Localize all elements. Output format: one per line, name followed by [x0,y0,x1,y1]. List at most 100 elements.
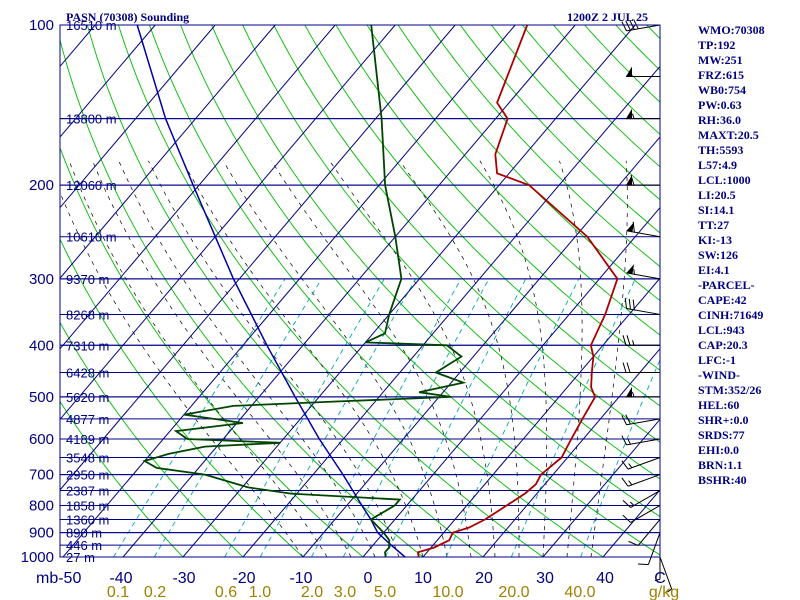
temperature-label: -40 [109,570,132,587]
mixing-ratio-label: 5.0 [374,584,396,600]
index-item: -WIND- [698,368,740,382]
wind-barb [626,108,660,120]
pressure-label: 600 [29,431,54,448]
height-label: 4877 m [66,412,109,427]
index-item: HEL:60 [698,398,740,412]
dewpoint-trace [142,25,467,557]
isotherm [60,25,276,279]
isotherm [542,418,660,557]
mixing-ratio-line [311,278,462,557]
moist-adiabat [148,160,400,557]
dry-adiabat [584,25,660,103]
isotherm [60,25,456,491]
index-item: LCL:1000 [698,173,751,187]
index-item: RH:36.0 [698,113,741,127]
height-label: 16510 m [66,18,117,33]
wind-barb [626,221,661,238]
mixing-ratio-label: 20.0 [498,584,529,600]
index-item: PW:0.63 [698,98,742,112]
wind-barb [628,519,661,546]
mixing-ratio-label: 0.1 [107,584,129,600]
temperature-label: C [654,570,666,587]
wind-barb [622,490,661,508]
index-item: -PARCEL- [698,278,755,292]
background-lines [60,25,660,557]
height-label: 8268 m [66,307,109,322]
index-item: TH:5593 [698,143,744,157]
mixing-ratio-label: 40.0 [564,584,595,600]
mixing-ratio-line [580,358,660,557]
isotherm [242,65,660,557]
wind-barb [637,532,661,566]
moist-adiabat [271,160,472,557]
isotherm [422,277,660,557]
wind-barb [626,66,660,78]
dry-adiabat [149,25,604,557]
height-label: 7310 m [66,338,109,353]
wind-barb [626,175,660,186]
pressure-label: 400 [29,337,54,354]
index-item: LI:20.5 [698,188,736,202]
wind-barb [621,457,661,470]
height-label: 2950 m [66,468,109,483]
index-item: BRN:1.1 [698,458,743,472]
height-label: 2387 m [66,484,109,499]
temperature-label: 20 [475,570,493,587]
index-item: CAP:20.3 [698,338,748,352]
index-item: FRZ:615 [698,68,744,82]
isotherm [302,136,660,557]
wind-barbs [621,19,673,593]
pressure-label: 100 [29,17,54,34]
height-label: 6428 m [66,366,109,381]
mixing-ratio-line [224,278,385,557]
height-label: 5620 m [66,390,109,405]
temperature-label: 30 [536,570,554,587]
index-item: L57:4.9 [698,158,737,172]
parcel-trace [136,25,406,557]
wind-barb [621,474,661,487]
mixing-ratio-line [113,278,286,557]
isotherm [182,25,636,557]
wind-barb [622,335,660,346]
index-item: TP:192 [698,38,736,52]
wind-barb [622,362,660,374]
pressure-label: 200 [29,177,54,194]
height-label: 10610 m [66,230,117,245]
temperature-label: -10 [289,570,312,587]
index-item: SW:126 [698,248,739,262]
mixing-ratio-line [342,278,490,557]
mixing-ratio-label: 0.2 [144,584,166,600]
mixing-ratio-label: 0.6 [215,584,237,600]
wind-barb [621,435,661,446]
temperature-trace [417,25,619,557]
index-item: SI:14.1 [698,203,735,217]
moist-adiabat [329,160,496,557]
index-item: TT:27 [698,218,730,232]
mixing-ratio-line [153,278,322,557]
index-item: EHI:0.0 [698,443,740,457]
index-item: LFC:-1 [698,353,736,367]
pressure-label: 800 [29,497,54,514]
dry-adiabat [180,25,660,556]
pressure-label: 900 [29,525,54,542]
height-label: 890 m [66,526,102,541]
mixing-ratio-label: 1.0 [249,584,271,600]
moist-adiabat [590,160,628,557]
pressure-label: 500 [29,389,54,406]
index-item: MAXT:20.5 [698,128,759,142]
mixing-ratio-line [510,278,636,557]
temperature-label: -30 [172,570,195,587]
index-item: BSHR:40 [698,473,747,487]
wind-barb [626,264,661,280]
moist-adiabat [222,160,448,557]
wind-barb [621,414,661,426]
chart-time: 1200Z 2 JUL 25 [567,10,648,24]
height-label: 446 m [66,538,102,553]
wind-barb [659,556,673,593]
dry-adiabat [211,25,660,518]
wind-barb [624,298,661,315]
mixing-ratio-line [445,278,580,557]
mixing-ratio-label: g/kg [649,584,679,600]
index-item: SRDS:77 [698,428,745,442]
